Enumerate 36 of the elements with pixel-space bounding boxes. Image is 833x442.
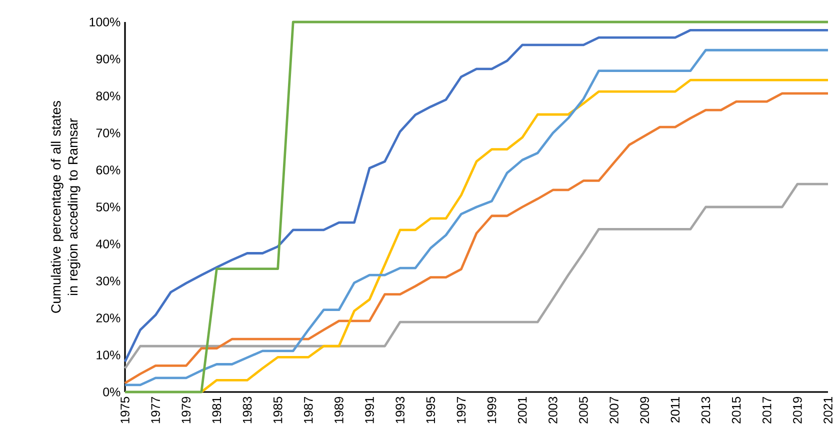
x-tick-label: 1997 — [456, 396, 466, 424]
x-tick-label: 1987 — [304, 396, 313, 424]
y-tick-label: 70% — [96, 128, 120, 138]
y-tick-label: 10% — [96, 350, 120, 360]
x-tick-label: 1981 — [212, 396, 222, 424]
x-tick-label: 1977 — [151, 396, 160, 424]
y-tick-label: 20% — [96, 314, 120, 322]
x-tick-label: 2001 — [518, 396, 527, 424]
x-tick-label: 2019 — [793, 396, 802, 424]
y-tick-label: 90% — [96, 54, 120, 64]
x-tick-label: 1995 — [426, 396, 436, 424]
x-tick-label: 1993 — [396, 396, 404, 424]
y-tick-label: 0% — [103, 388, 120, 396]
y-tick-label: 40% — [96, 240, 120, 248]
x-tick-label: 1989 — [334, 396, 344, 424]
x-tick-label: 1999 — [487, 396, 496, 424]
x-tick-label: 2005 — [579, 396, 588, 424]
x-tick-label: 2011 — [670, 396, 680, 423]
y-tick-label: 30% — [96, 276, 120, 286]
x-tick-label: 2009 — [640, 396, 650, 424]
x-tick-label: 2003 — [548, 396, 558, 424]
y-tick-label: 50% — [96, 202, 120, 212]
x-tick-label: 1975 — [120, 396, 130, 424]
x-tick-label: 2021 — [824, 396, 832, 424]
x-tick-label: 2007 — [610, 396, 618, 424]
y-tick-label: 60% — [96, 166, 120, 174]
y-tick-label: 80% — [96, 92, 120, 100]
x-tick-label: 1979 — [182, 396, 191, 424]
x-tick-label: 1985 — [273, 396, 282, 424]
x-tick-label: 2017 — [762, 396, 772, 424]
x-tick-label: 1991 — [365, 396, 374, 424]
x-tick-label: 2013 — [701, 396, 710, 424]
x-tick-label: 2015 — [732, 396, 741, 424]
x-tick-label: 1983 — [242, 396, 252, 424]
y-axis-title: Cumulative percentage of all states in region acceding to Ramsar — [50, 100, 80, 313]
y-tick-label: 100% — [90, 18, 120, 26]
